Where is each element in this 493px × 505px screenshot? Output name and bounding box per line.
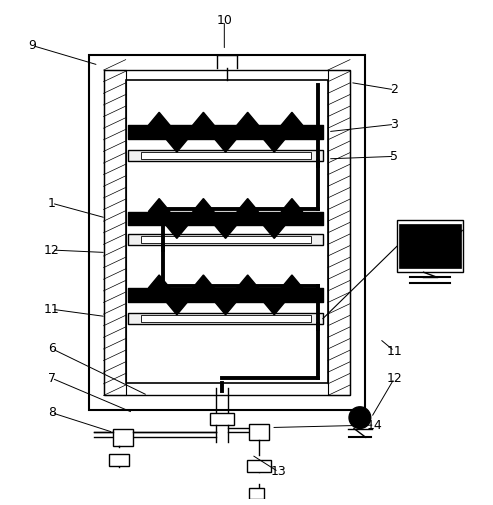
Text: 6: 6	[48, 342, 56, 355]
Text: 1: 1	[48, 197, 56, 210]
Bar	[128, 313, 323, 324]
Bar	[113, 429, 133, 446]
Text: 7: 7	[48, 372, 56, 385]
Bar	[246, 460, 271, 472]
Text: 12: 12	[387, 372, 402, 385]
Bar	[399, 224, 461, 268]
Polygon shape	[166, 139, 188, 152]
Polygon shape	[215, 139, 237, 152]
Text: 5: 5	[390, 150, 398, 163]
Polygon shape	[193, 275, 214, 288]
Polygon shape	[237, 275, 258, 288]
Text: 4: 4	[455, 224, 462, 237]
Text: 3: 3	[390, 118, 398, 131]
Bar	[328, 70, 350, 395]
Bar	[141, 153, 311, 159]
Bar	[104, 70, 350, 395]
Polygon shape	[215, 302, 237, 315]
Bar	[249, 488, 264, 499]
Polygon shape	[148, 198, 170, 212]
Bar	[104, 70, 126, 395]
Polygon shape	[148, 275, 170, 288]
Polygon shape	[237, 198, 258, 212]
Bar	[249, 424, 269, 440]
Bar	[109, 453, 129, 466]
Bar	[210, 413, 234, 425]
Bar	[89, 56, 365, 410]
Polygon shape	[281, 198, 303, 212]
Text: 11: 11	[44, 302, 60, 316]
Text: 13: 13	[271, 466, 286, 478]
Text: 12: 12	[44, 243, 60, 257]
Polygon shape	[193, 112, 214, 125]
Polygon shape	[193, 198, 214, 212]
Bar	[126, 80, 328, 383]
Text: 2: 2	[390, 83, 398, 96]
Bar	[141, 236, 311, 243]
Polygon shape	[263, 302, 285, 315]
Polygon shape	[263, 139, 285, 152]
Text: 9: 9	[28, 39, 36, 52]
Text: 11: 11	[387, 344, 402, 358]
Circle shape	[349, 407, 371, 429]
Text: 14: 14	[367, 419, 383, 432]
Text: 8: 8	[48, 406, 56, 419]
Polygon shape	[148, 112, 170, 125]
Text: 10: 10	[216, 14, 232, 27]
Polygon shape	[215, 225, 237, 238]
Polygon shape	[166, 302, 188, 315]
Polygon shape	[237, 112, 258, 125]
Polygon shape	[281, 275, 303, 288]
Bar	[128, 234, 323, 245]
Polygon shape	[166, 225, 188, 238]
Bar	[128, 150, 323, 161]
Polygon shape	[281, 112, 303, 125]
Bar	[141, 315, 311, 322]
Polygon shape	[263, 225, 285, 238]
Bar	[397, 221, 463, 272]
